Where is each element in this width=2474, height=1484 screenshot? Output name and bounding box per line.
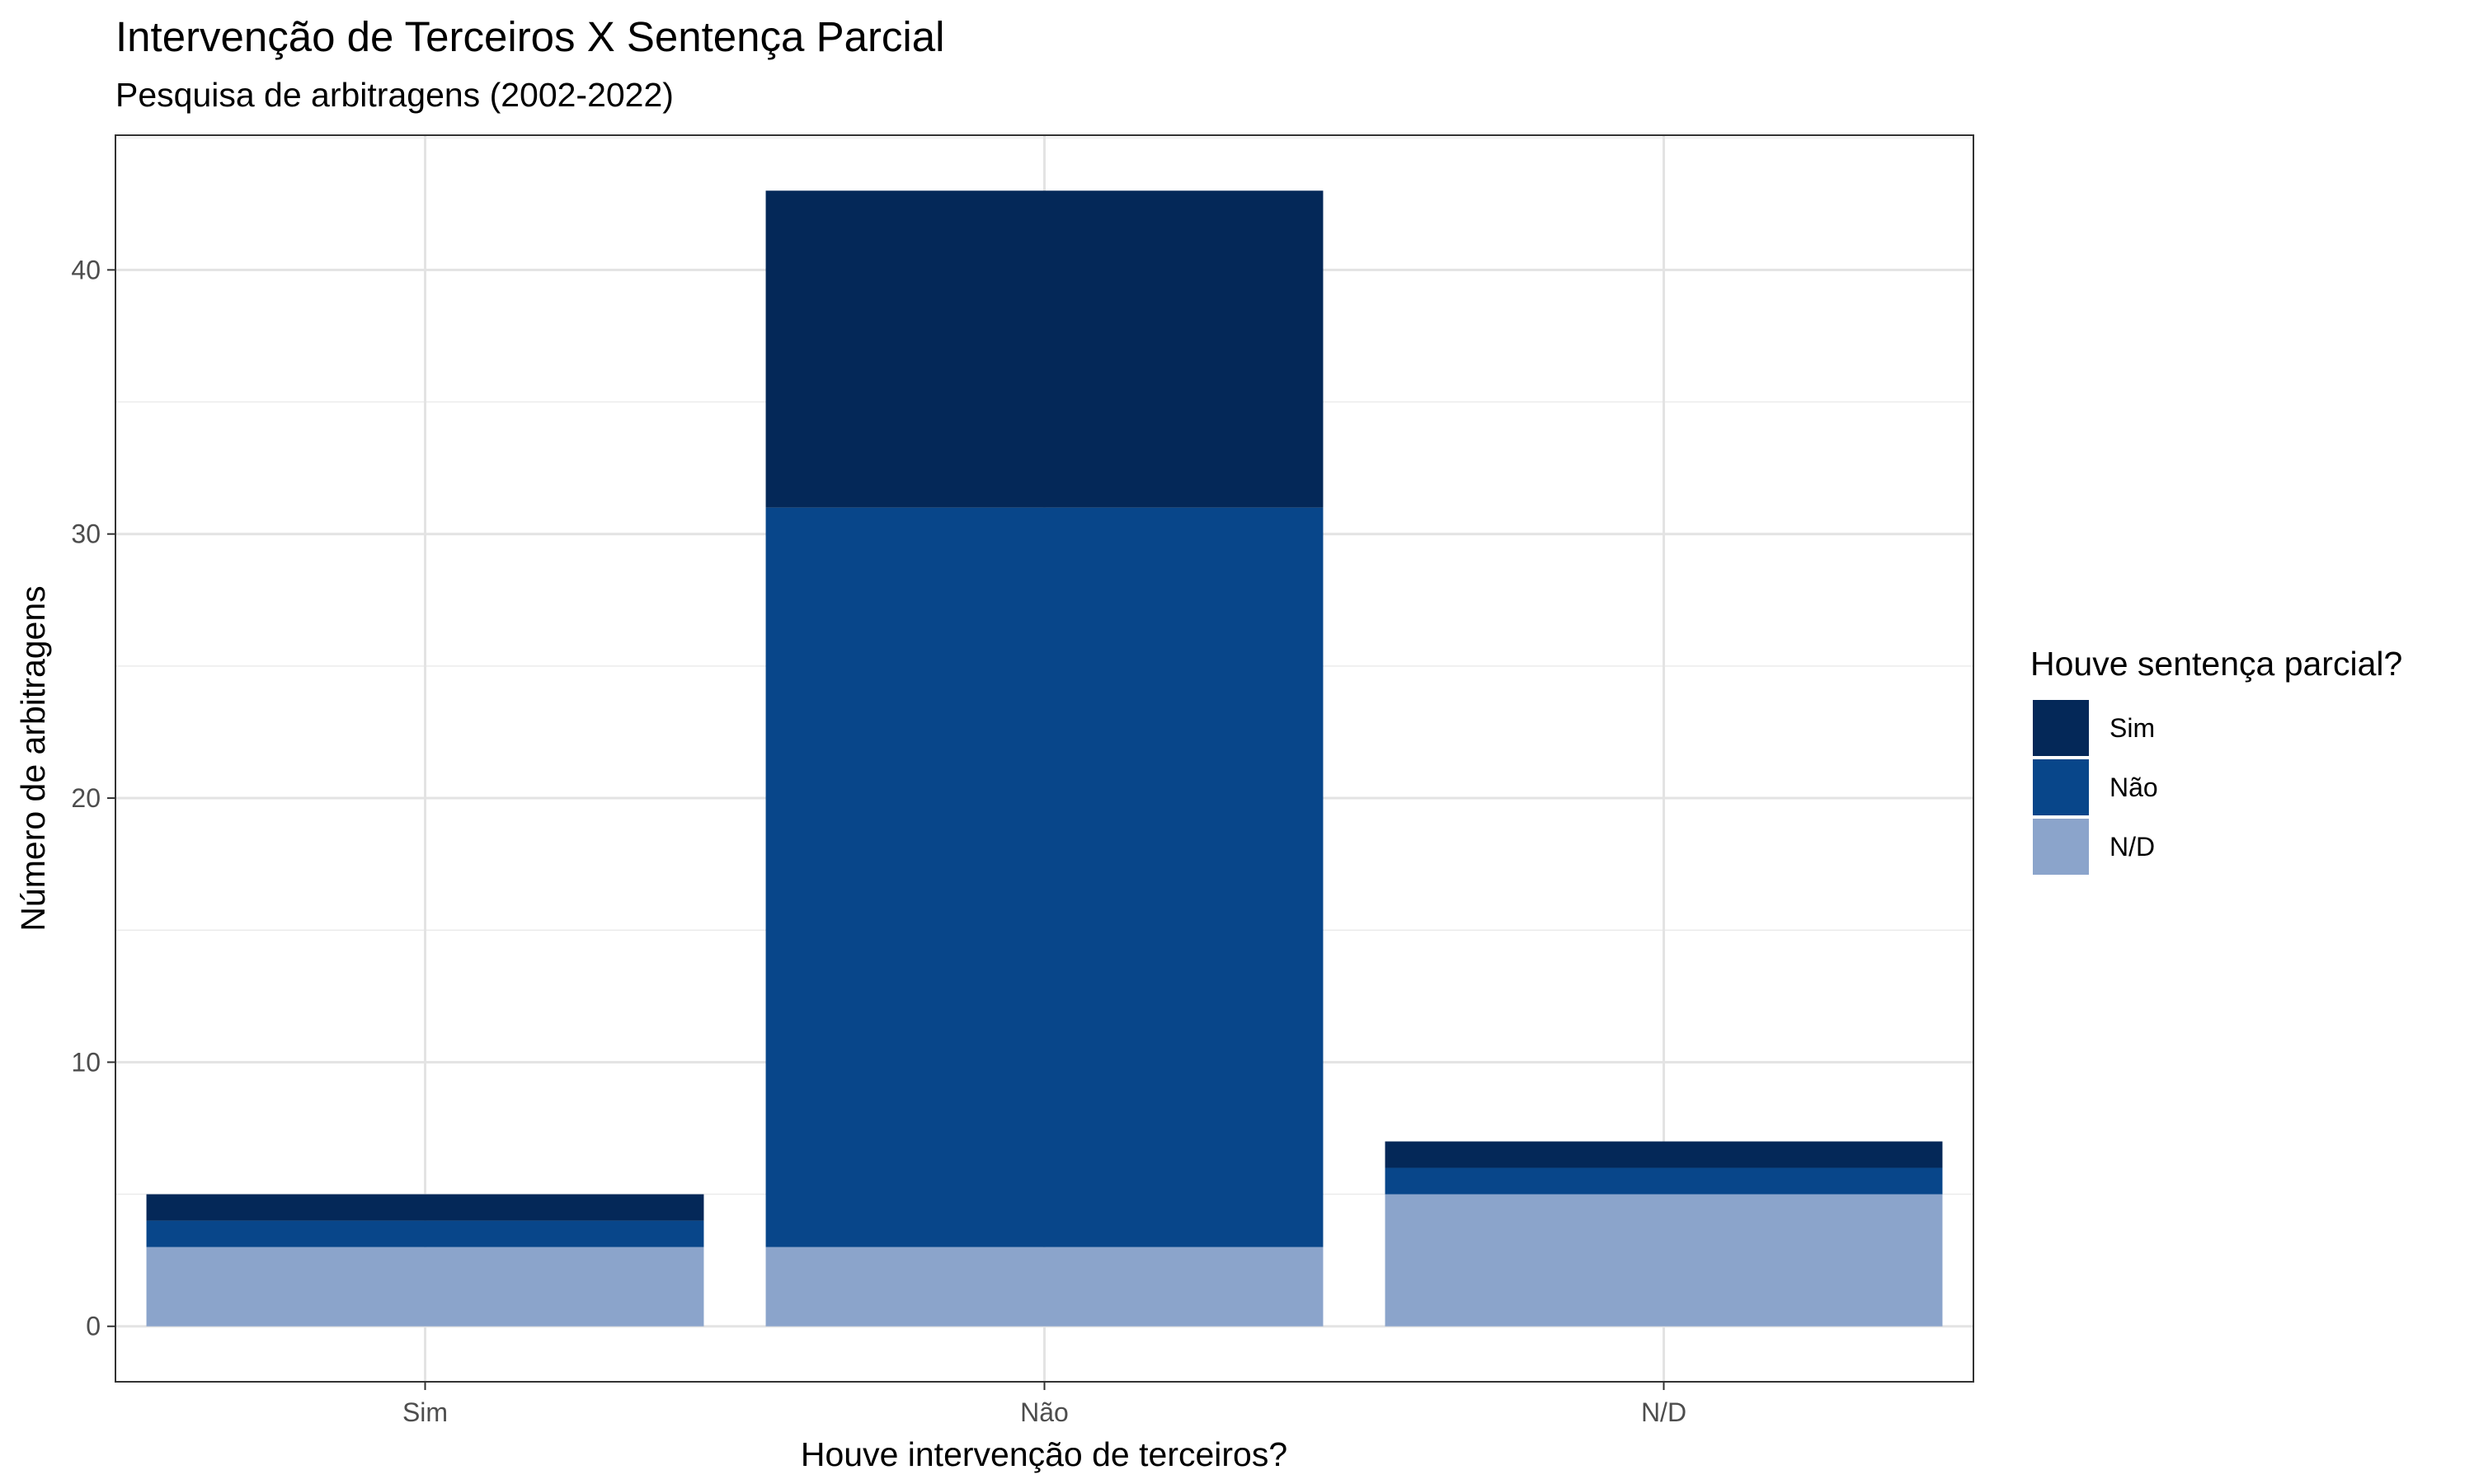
x-axis-title: Houve intervenção de terceiros?	[801, 1435, 1287, 1473]
chart-subtitle: Pesquisa de arbitragens (2002-2022)	[115, 76, 674, 114]
legend-key	[2033, 759, 2089, 815]
bar-segment	[765, 190, 1324, 508]
y-tick-label: 40	[71, 255, 101, 284]
bar-segment	[146, 1220, 704, 1247]
y-tick-label: 20	[71, 783, 101, 813]
bar-segment	[1385, 1141, 1943, 1168]
chart-title: Intervenção de Terceiros X Sentença Parc…	[115, 13, 944, 60]
x-axis: Sim Não N/D	[402, 1382, 1686, 1427]
y-axis-title: Número de arbitragens	[14, 585, 52, 931]
x-tick-label: N/D	[1641, 1397, 1686, 1427]
bar-segment	[1385, 1194, 1943, 1327]
bar-segment	[765, 1247, 1324, 1327]
bars	[146, 190, 1943, 1327]
bar-segment	[765, 507, 1324, 1247]
legend-key	[2033, 819, 2089, 875]
legend-label: N/D	[2109, 832, 2155, 862]
legend: Houve sentença parcial? Sim Não N/D	[2030, 645, 2402, 875]
y-tick-label: 30	[71, 519, 101, 549]
legend-title: Houve sentença parcial?	[2030, 645, 2402, 683]
y-tick-label: 10	[71, 1047, 101, 1077]
bar-segment	[1385, 1167, 1943, 1195]
bar-segment	[146, 1247, 704, 1327]
bar-segment	[146, 1194, 704, 1221]
x-tick-label: Não	[1020, 1397, 1069, 1427]
legend-key	[2033, 700, 2089, 756]
y-axis: 0 10 20 30 40	[71, 255, 115, 1341]
x-tick-label: Sim	[402, 1397, 448, 1427]
legend-label: Sim	[2109, 713, 2155, 743]
y-tick-label: 0	[86, 1312, 101, 1341]
legend-label: Não	[2109, 773, 2158, 802]
